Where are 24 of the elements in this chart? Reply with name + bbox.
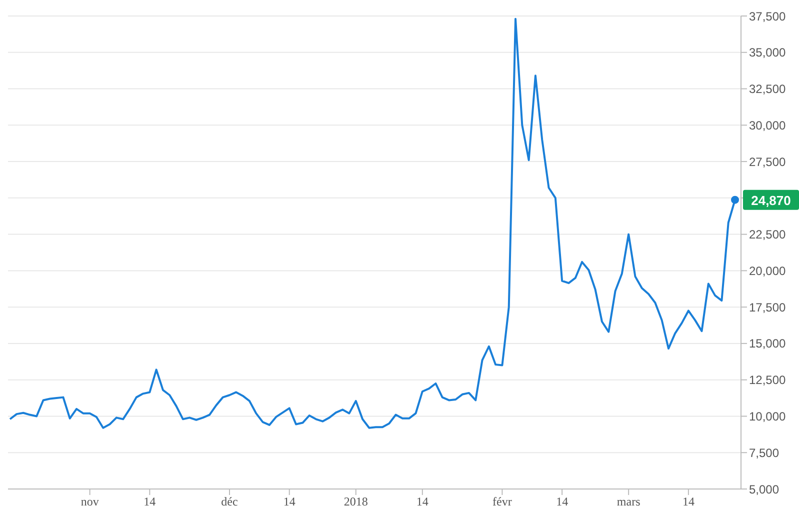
y-tick-label: 22,500 — [749, 228, 786, 242]
y-tick-label: 35,000 — [749, 46, 786, 60]
y-tick-label: 17,500 — [749, 300, 786, 314]
x-tick-label: déc — [221, 494, 238, 509]
x-tick-label: 14 — [682, 494, 694, 509]
y-tick-label: 37,500 — [749, 9, 786, 24]
x-tick-label: nov — [80, 494, 99, 509]
x-tick-label: mars — [616, 494, 641, 509]
x-tick-label: 2018 — [344, 494, 368, 509]
x-tick-label: févr — [492, 494, 512, 509]
text: 24,870 — [751, 192, 791, 208]
x-tick-label: 14 — [416, 494, 428, 509]
y-tick-label: 7,500 — [749, 446, 780, 460]
y-tick-label: 10,000 — [749, 409, 786, 424]
y-tick-label: 15,000 — [749, 336, 786, 351]
y-tick-label: 32,500 — [749, 82, 786, 96]
x-tick-label: 14 — [144, 494, 156, 509]
y-tick-label: 12,500 — [749, 373, 786, 388]
y-tick-label: 27,500 — [749, 154, 786, 169]
y-tick-label: 20,000 — [749, 264, 786, 278]
x-tick-label: 14 — [556, 494, 568, 509]
x-tick-label: 14 — [283, 494, 296, 509]
y-tick-label: 5,000 — [749, 482, 780, 496]
y-tick-label: 30,000 — [749, 118, 786, 132]
